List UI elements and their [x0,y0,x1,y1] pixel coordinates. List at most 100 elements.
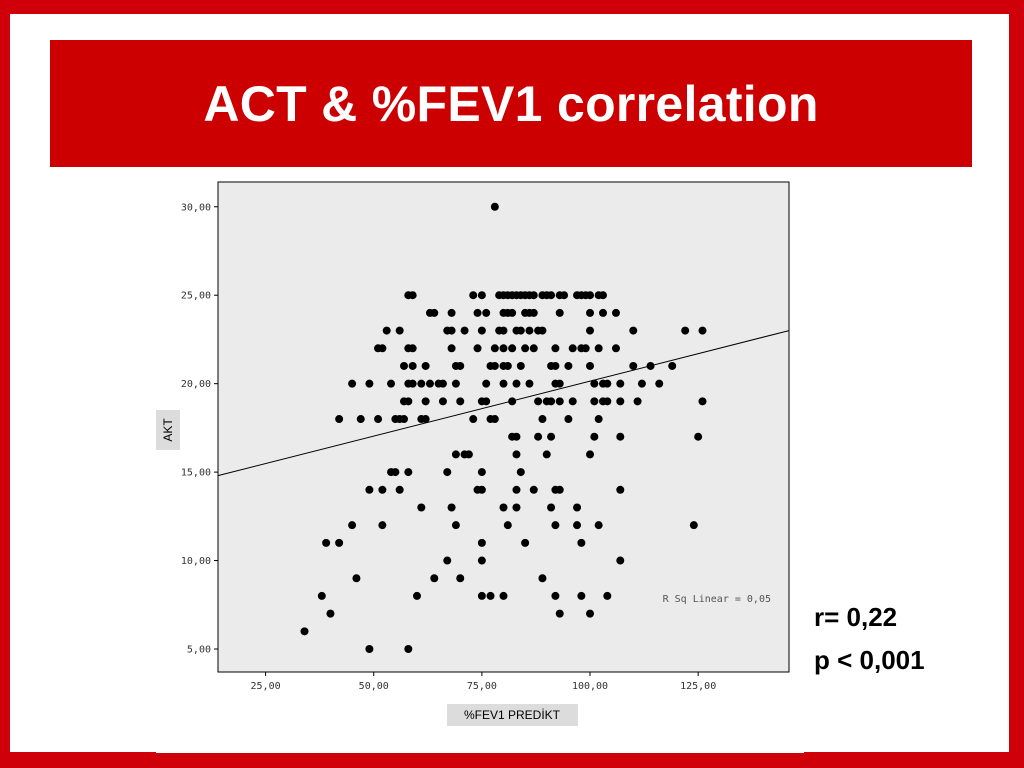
data-point [404,645,413,654]
data-point [404,468,413,477]
data-point [499,591,508,600]
data-point [451,521,460,530]
data-point [681,326,690,335]
scatter-chart-panel: 5,00 10,00 15,00 20,00 25,00 30,00 25,00 50,00… [156,167,804,753]
data-point [555,397,564,406]
data-point [655,379,664,388]
data-point [499,379,508,388]
data-point [348,521,357,530]
data-point [421,397,430,406]
data-point [451,379,460,388]
data-point [408,379,417,388]
data-point [551,344,560,353]
data-point [508,308,517,317]
data-point [560,291,569,300]
data-point [521,538,530,547]
x-tick-label: 100,00 [572,681,608,692]
data-point [594,344,603,353]
x-tick-label: 75,00 [467,681,497,692]
data-point [408,361,417,370]
y-axis-label: AKT [161,418,175,442]
data-point [564,361,573,370]
data-point [547,432,556,441]
data-point [482,308,491,317]
x-tick-label: 125,00 [680,681,716,692]
data-point [577,591,586,600]
data-point [698,397,707,406]
data-point [534,397,543,406]
slide-title: ACT & %FEV1 correlation [203,75,819,132]
data-point [573,503,582,512]
data-point [490,361,499,370]
data-point [365,645,374,654]
data-point [456,574,465,583]
correlation-coefficient: r= 0,22 [814,602,898,632]
data-point [443,556,452,565]
data-point [477,485,486,494]
y-tick-label: 15,00 [181,468,211,479]
data-point [668,361,677,370]
data-point [637,379,646,388]
data-point [477,291,486,300]
y-tick-label: 5,00 [187,645,211,656]
data-point [512,379,521,388]
data-point [616,397,625,406]
data-point [586,326,595,335]
data-point [538,326,547,335]
data-point [590,379,599,388]
y-tick-label: 25,00 [181,291,211,302]
data-point [391,468,400,477]
data-point [586,308,595,317]
data-point [529,291,538,300]
data-point [594,415,603,424]
data-point [300,627,309,636]
x-tick-label: 50,00 [359,681,389,692]
data-point [538,415,547,424]
data-point [594,521,603,530]
data-point [469,415,478,424]
data-point [538,574,547,583]
data-point [616,379,625,388]
data-point [473,344,482,353]
data-point [611,344,620,353]
data-point [503,521,512,530]
data-point [512,450,521,459]
data-point [564,415,573,424]
data-point [490,415,499,424]
data-point [438,379,447,388]
y-tick-label: 10,00 [181,556,211,567]
x-axis-label-background [447,704,578,726]
title-banner: ACT & %FEV1 correlation [50,40,972,167]
data-point [408,344,417,353]
regression-line [217,330,790,477]
data-point [421,415,430,424]
data-point [499,326,508,335]
data-point [447,308,456,317]
data-point [417,379,426,388]
data-point [508,344,517,353]
data-point [469,291,478,300]
data-point [378,485,387,494]
data-point [508,397,517,406]
data-point [490,202,499,211]
data-point [542,450,551,459]
data-point [477,556,486,565]
data-point [456,361,465,370]
data-point [529,485,538,494]
data-point [499,503,508,512]
data-point [529,344,538,353]
data-point [555,379,564,388]
data-point [443,468,452,477]
data-point [477,326,486,335]
r-squared-annotation: R Sq Linear = 0,05 [663,594,771,605]
data-point [348,379,357,388]
data-point [521,344,530,353]
data-point [335,415,344,424]
data-point [633,397,642,406]
data-point [516,326,525,335]
data-point [387,379,396,388]
data-point [473,308,482,317]
data-point [503,361,512,370]
data-point [603,397,612,406]
data-point [616,485,625,494]
